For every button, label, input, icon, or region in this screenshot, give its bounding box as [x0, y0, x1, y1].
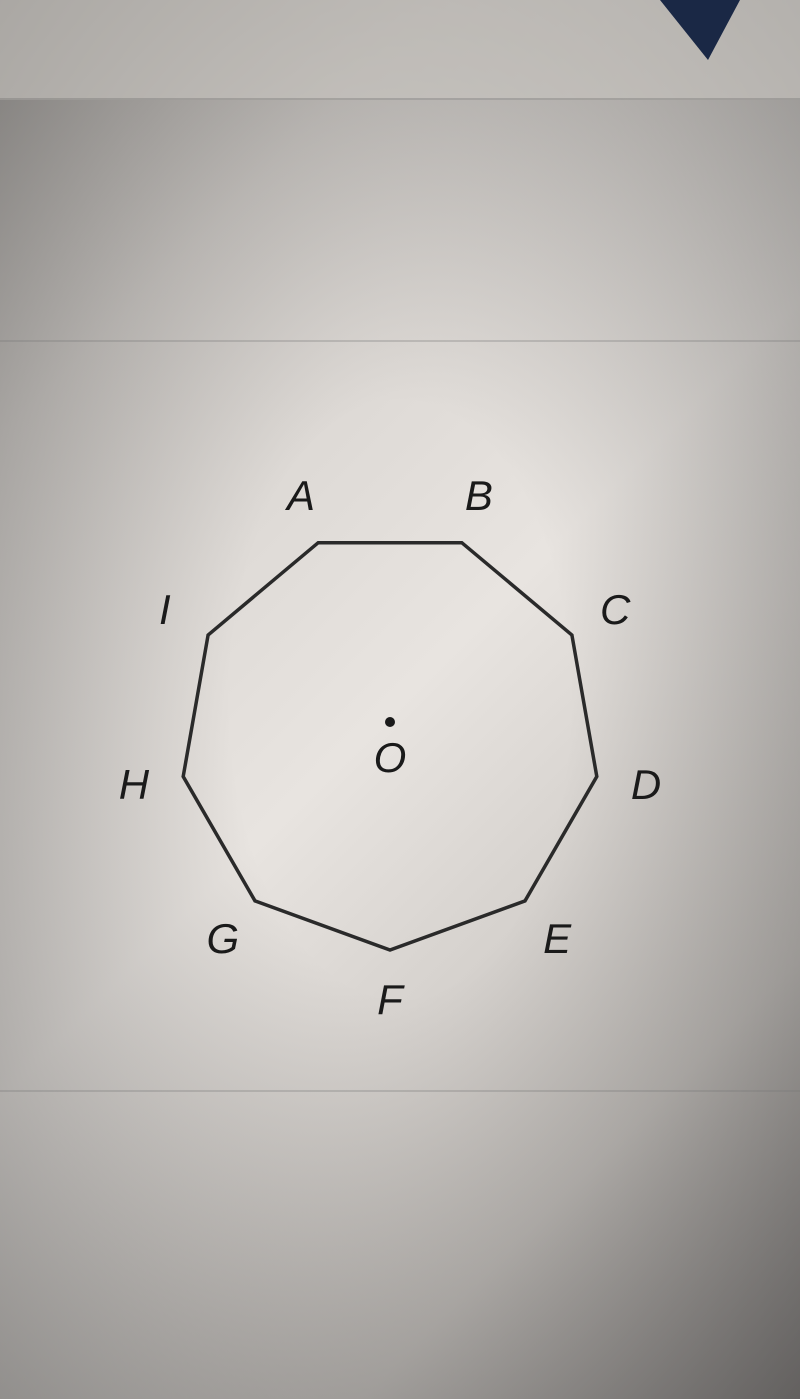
nonagon-diagram: O A B C D E F G H I: [90, 440, 690, 1040]
center-point-dot: [385, 717, 395, 727]
vertex-label-d: D: [631, 761, 661, 809]
horizontal-divider-bottom: [0, 1090, 800, 1092]
vertex-label-c: C: [600, 586, 630, 634]
vertex-label-h: H: [119, 761, 149, 809]
vertex-label-i: I: [159, 586, 171, 634]
center-label: O: [374, 734, 407, 782]
horizontal-divider-top: [0, 340, 800, 342]
vertex-label-f: F: [377, 976, 403, 1024]
vertex-label-a: A: [287, 472, 315, 520]
vertex-label-b: B: [465, 472, 493, 520]
vertex-label-g: G: [207, 915, 240, 963]
vertex-label-e: E: [543, 915, 571, 963]
